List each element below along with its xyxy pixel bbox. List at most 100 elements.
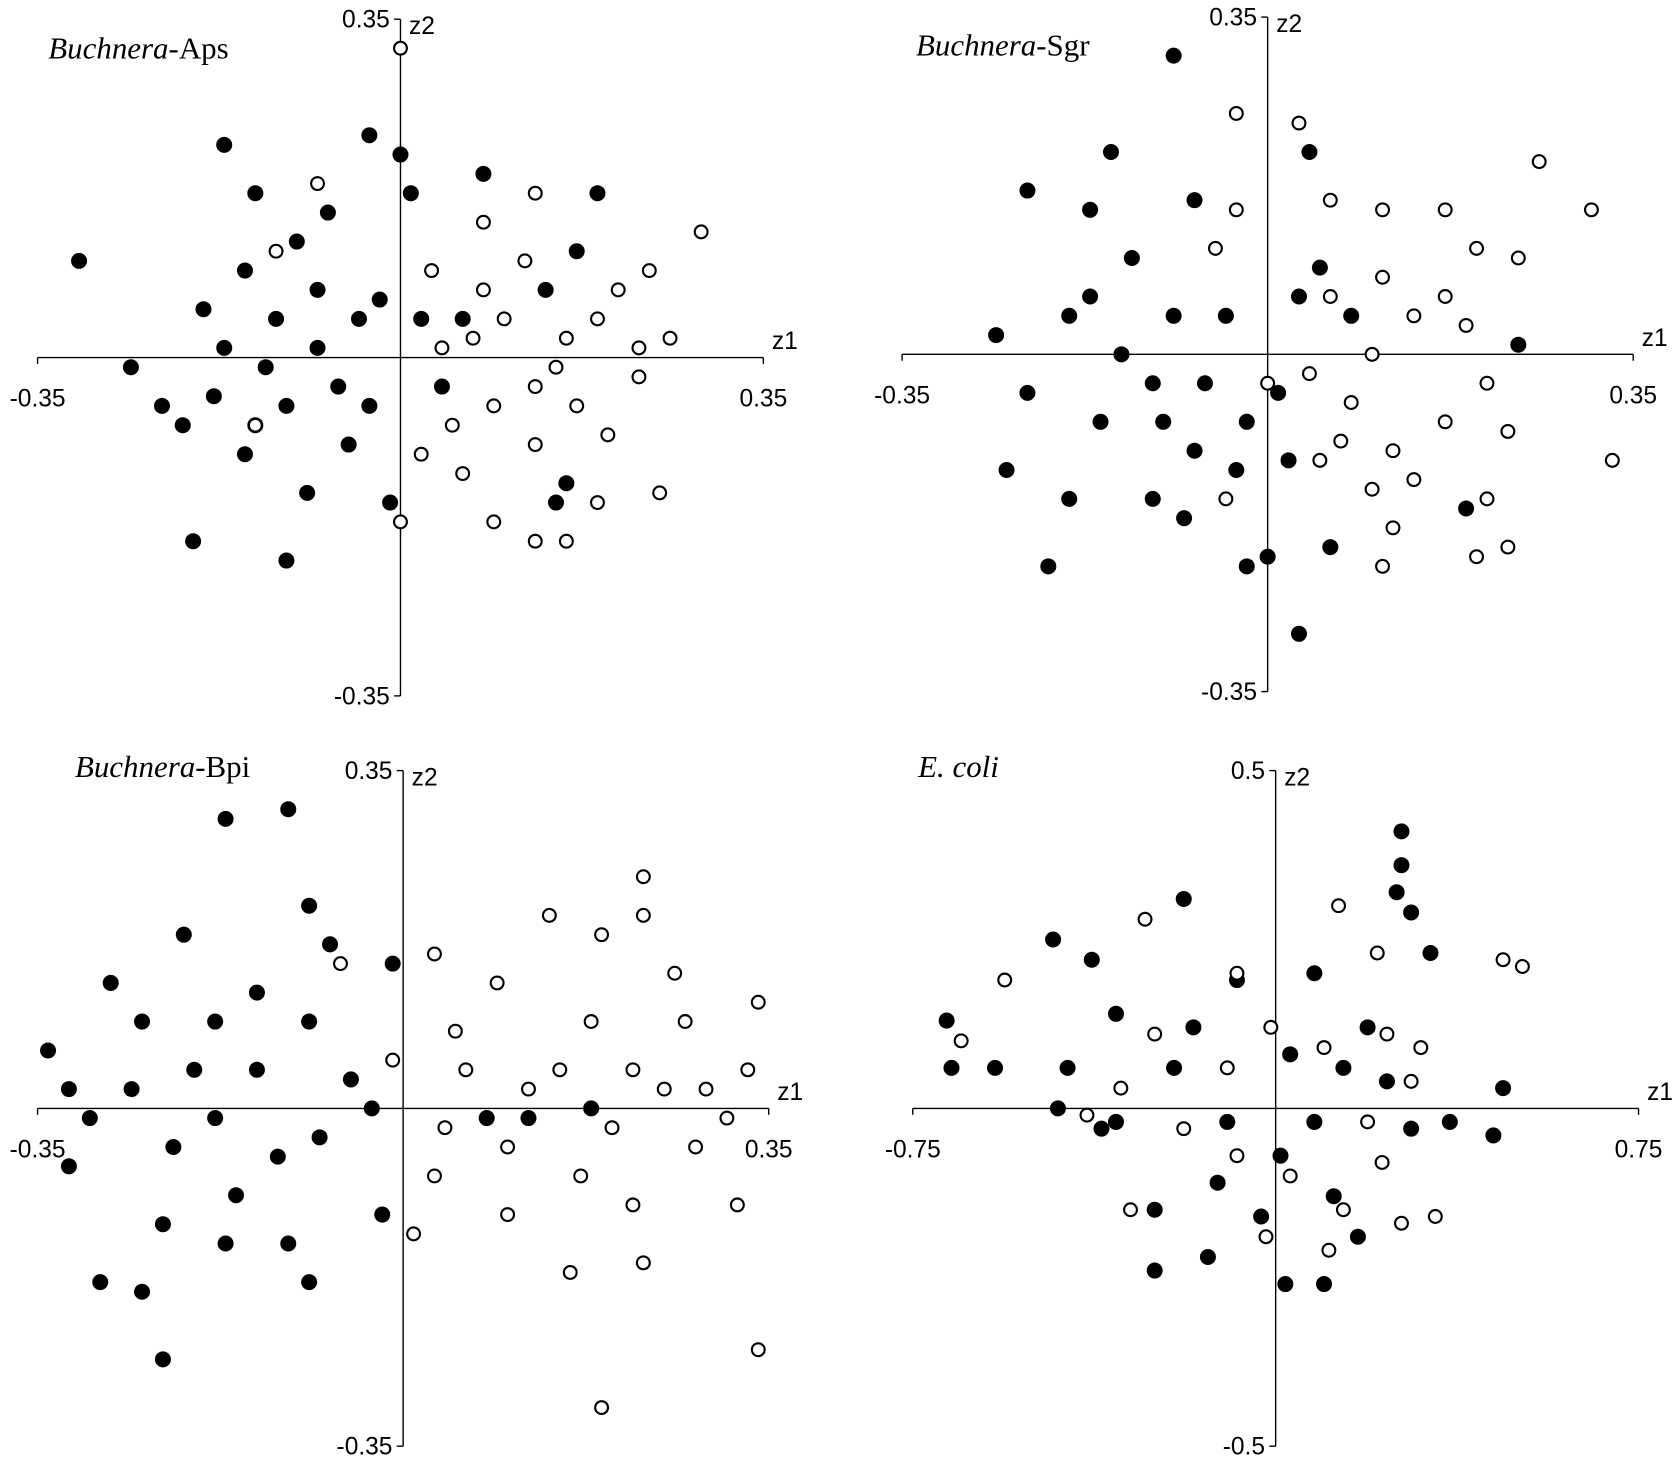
- point: [301, 1013, 318, 1030]
- point: [1349, 1228, 1366, 1245]
- point: [1282, 1046, 1299, 1063]
- point: [1403, 1120, 1420, 1137]
- point: [382, 494, 399, 511]
- point: [631, 340, 647, 356]
- point: [1280, 452, 1297, 469]
- point: [1165, 307, 1182, 324]
- point: [527, 185, 543, 201]
- point: [393, 514, 408, 530]
- point: [1277, 1276, 1294, 1293]
- point: [1019, 182, 1036, 199]
- point: [558, 533, 574, 549]
- point: [517, 253, 533, 269]
- point: [1061, 307, 1078, 324]
- point: [1427, 1209, 1443, 1224]
- point: [750, 1342, 766, 1358]
- point: [1375, 202, 1391, 218]
- point: [1165, 47, 1182, 64]
- point: [1495, 952, 1511, 968]
- point: [217, 810, 234, 827]
- point: [589, 311, 605, 327]
- point: [413, 446, 429, 462]
- point: [1375, 269, 1391, 285]
- point: [656, 1081, 672, 1097]
- point: [1322, 539, 1339, 556]
- point: [1369, 945, 1385, 961]
- point: [719, 1110, 735, 1126]
- point: [1500, 539, 1516, 555]
- point: [1335, 1202, 1351, 1218]
- point: [1137, 911, 1153, 927]
- point: [1385, 520, 1401, 536]
- point: [558, 475, 575, 492]
- point: [1413, 1040, 1429, 1056]
- point: [1228, 202, 1244, 218]
- point: [1422, 944, 1439, 962]
- point: [1301, 366, 1317, 382]
- point: [1107, 1005, 1124, 1022]
- point: [1322, 289, 1338, 304]
- point: [568, 243, 585, 260]
- point: [1253, 1208, 1270, 1225]
- title-genus: Buchnera: [48, 31, 168, 66]
- x-tick-label: -0.35: [874, 382, 930, 409]
- point: [1301, 143, 1318, 160]
- point: [1500, 423, 1516, 439]
- point: [998, 461, 1015, 478]
- point: [340, 436, 357, 453]
- point: [1316, 1040, 1332, 1056]
- point: [1282, 1168, 1298, 1184]
- panel-title: Buchnera-Bpi: [75, 749, 250, 784]
- point: [1260, 375, 1276, 391]
- point: [500, 1139, 516, 1155]
- title-genus: Buchnera: [75, 749, 195, 784]
- point: [1082, 201, 1099, 218]
- point: [631, 369, 647, 385]
- point: [217, 1235, 234, 1252]
- point: [1290, 625, 1307, 642]
- point: [1510, 336, 1527, 353]
- point: [552, 1062, 568, 1078]
- point: [589, 495, 605, 511]
- y-tick-label: 0.35: [1209, 5, 1257, 32]
- point: [987, 1059, 1004, 1076]
- point: [424, 263, 440, 279]
- point: [1185, 1019, 1202, 1036]
- point: [437, 1120, 453, 1136]
- point: [205, 388, 222, 405]
- point: [1437, 414, 1453, 430]
- point: [677, 1014, 693, 1029]
- point: [1469, 240, 1485, 256]
- point: [301, 897, 318, 914]
- point: [60, 1158, 77, 1175]
- point: [236, 262, 253, 279]
- point: [641, 263, 657, 279]
- point: [1321, 1242, 1337, 1258]
- point: [635, 1255, 651, 1271]
- point: [236, 446, 253, 463]
- point: [1331, 898, 1347, 914]
- point: [301, 1274, 318, 1291]
- point: [600, 427, 616, 443]
- point: [309, 281, 326, 298]
- point: [1102, 143, 1119, 160]
- point: [174, 417, 191, 434]
- point: [1495, 1080, 1512, 1097]
- point: [1155, 413, 1172, 430]
- y-tick-label: 0.5: [1231, 758, 1265, 785]
- point: [195, 301, 212, 318]
- point: [1092, 413, 1109, 430]
- point: [278, 552, 295, 569]
- point: [1360, 1114, 1376, 1130]
- point: [1312, 452, 1328, 468]
- point: [1144, 490, 1161, 507]
- point: [1335, 1059, 1352, 1076]
- point: [1379, 1026, 1395, 1042]
- point: [1406, 308, 1422, 324]
- point: [1083, 951, 1100, 968]
- point: [1270, 384, 1287, 401]
- x-tick-label: -0.35: [10, 1136, 66, 1163]
- point: [216, 339, 233, 356]
- point: [257, 359, 274, 376]
